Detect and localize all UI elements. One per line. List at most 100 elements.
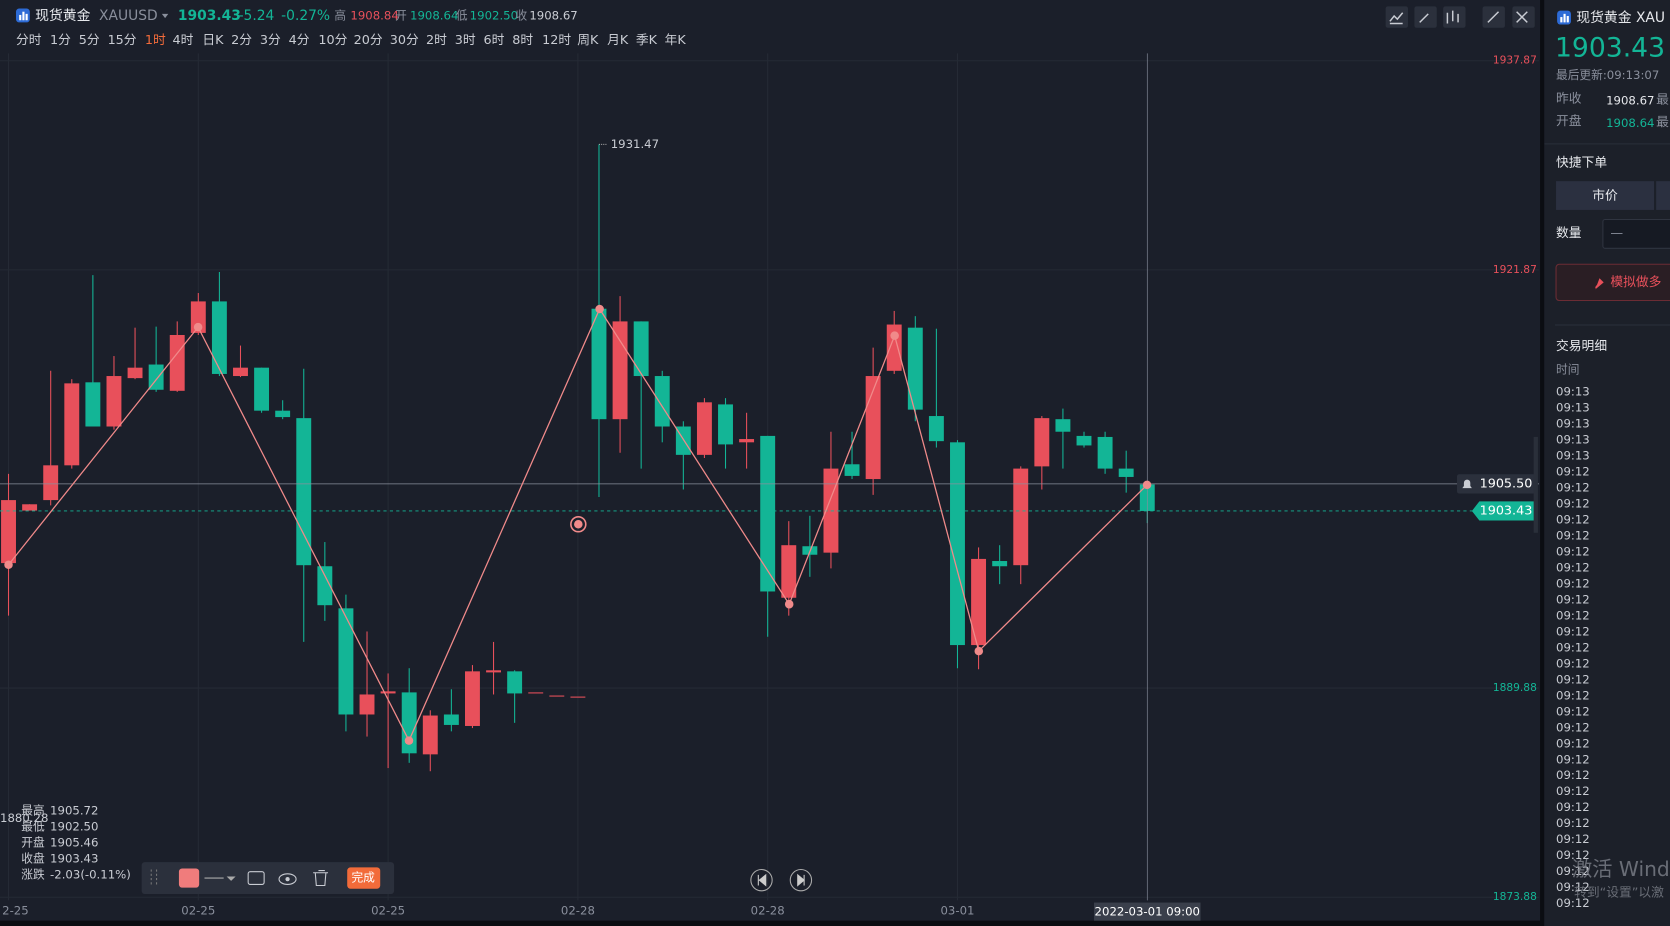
timeframe[interactable]: 日K	[202, 33, 224, 48]
candle-body	[22, 504, 38, 511]
trade-time: 09:12	[1556, 497, 1590, 511]
time-header: 时间	[1556, 362, 1579, 376]
timeframe[interactable]: 4分	[289, 33, 310, 48]
side-name: 现货黄金 XAU	[1576, 9, 1665, 26]
zigzag-drawing[interactable]	[4, 304, 1152, 745]
candle-body	[422, 715, 438, 755]
timeframe[interactable]: 12时	[542, 33, 571, 48]
qty-value[interactable]: —	[1610, 226, 1623, 241]
eye-button[interactable]	[278, 873, 297, 885]
candle-body	[1013, 468, 1029, 566]
icon-button[interactable]	[1443, 6, 1466, 28]
candle-body	[1118, 468, 1134, 477]
trade-time: 09:13	[1556, 433, 1590, 447]
timeframe[interactable]: 10分	[318, 33, 347, 48]
candle-body	[971, 558, 987, 646]
timeframe[interactable]: 30分	[390, 33, 419, 48]
timeframe[interactable]: 1时	[145, 33, 166, 48]
candle-body	[106, 376, 122, 427]
symbol-name[interactable]: 现货黄金	[35, 7, 90, 24]
trade-time: 09:12	[1556, 816, 1590, 830]
trade-time: 09:12	[1556, 800, 1590, 814]
buy-label[interactable]: 模拟做多	[1610, 275, 1661, 290]
done-button[interactable]	[347, 867, 381, 889]
timeframe[interactable]: 年K	[665, 33, 687, 48]
timeframe[interactable]: 6时	[484, 33, 505, 48]
candle-body	[865, 376, 881, 480]
sidebar: 现货黄金 XAU 1903.43 最后更新:09:13:07 昨收 1908.6…	[1544, 9, 1670, 910]
qty-input[interactable]	[1602, 218, 1670, 249]
x-tick-label: 02-28	[561, 904, 595, 918]
timeframe[interactable]: 季K	[636, 33, 658, 48]
timeframe[interactable]: 5分	[79, 33, 100, 48]
section-title: 交易明细	[1556, 338, 1607, 354]
trade-time: 09:12	[1556, 704, 1590, 718]
candle-body	[338, 608, 354, 715]
candle-body	[233, 367, 248, 377]
candle-body	[549, 695, 565, 697]
trade-time: 09:12	[1556, 481, 1590, 495]
candle-body	[928, 416, 944, 442]
symbol-code[interactable]: XAUUSD	[99, 8, 158, 24]
symbol-icon	[15, 8, 30, 23]
dropdown-arrow[interactable]	[161, 13, 169, 19]
alert-tag	[1456, 474, 1536, 494]
limit-tab[interactable]	[1656, 181, 1670, 210]
timeframe[interactable]: 分时	[16, 33, 42, 48]
line-style[interactable]	[204, 876, 236, 881]
candle-body	[1055, 419, 1071, 432]
section-title: 快捷下单	[1556, 156, 1607, 171]
sidebar-bg	[1544, 0, 1670, 926]
done-label[interactable]: 完成	[351, 871, 375, 885]
market-label[interactable]: 市价	[1592, 188, 1618, 204]
timeframe[interactable]: 3时	[455, 33, 476, 48]
candle-body	[380, 691, 396, 694]
delete-button[interactable]	[313, 870, 329, 887]
ohlc-info: 最高 1905.72 最低 1902.50 开盘 1905.46 收盘 1903.43 …	[21, 803, 131, 881]
prev-button[interactable]	[750, 868, 773, 892]
trade-time: 09:12	[1556, 832, 1590, 846]
timeframe[interactable]: 4时	[173, 33, 194, 48]
price-tag-label: 1903.43	[1480, 503, 1533, 518]
change: -5.24	[239, 8, 275, 24]
x-tick-label: 02-28	[751, 904, 785, 918]
bell-icon	[1462, 479, 1472, 489]
lock-button[interactable]	[247, 871, 265, 885]
trade-time: 09:12	[1556, 608, 1590, 622]
candle-body	[359, 694, 375, 715]
close-button[interactable]	[1512, 6, 1535, 28]
candle-body	[507, 671, 523, 694]
trade-time: 09:12	[1556, 544, 1590, 558]
icon-button[interactable]	[1385, 6, 1408, 28]
trade-time: 09:12	[1556, 528, 1590, 542]
market-tab[interactable]	[1556, 181, 1655, 210]
side-icon	[1557, 10, 1571, 25]
trade-time: 09:12	[1556, 560, 1590, 574]
timeframe[interactable]: 3分	[260, 33, 281, 48]
trade-time: 09:12	[1556, 592, 1590, 606]
color-button[interactable]	[178, 868, 200, 888]
high-label: 高	[334, 8, 346, 22]
candle-body	[211, 301, 227, 374]
left-price: 1880.28	[0, 811, 48, 825]
candle-body	[781, 545, 797, 598]
candle-body	[696, 402, 712, 455]
timeframe[interactable]: 20分	[354, 33, 383, 48]
y-tick-label: 1937.87	[1493, 54, 1537, 67]
candle-body	[1034, 418, 1050, 467]
candle-body	[570, 696, 586, 698]
next-button[interactable]	[789, 868, 813, 892]
trade-times: 09:1309:1309:1309:1309:1309:1209:1209:12…	[1556, 385, 1590, 910]
timeframe[interactable]: 1分	[50, 33, 71, 48]
timeframe[interactable]: 15分	[108, 33, 137, 48]
timeframe[interactable]: 2时	[426, 33, 447, 48]
trade-time: 09:12	[1556, 752, 1590, 766]
timeframe[interactable]: 2分	[231, 33, 252, 48]
candle-body	[654, 376, 670, 427]
timeframe[interactable]: 周K	[577, 33, 599, 48]
buy-button[interactable]	[1555, 263, 1670, 302]
timeframe[interactable]: 8时	[512, 33, 533, 48]
candle-body	[739, 439, 755, 443]
timeframe[interactable]: 月K	[607, 33, 629, 48]
candle-body	[275, 410, 291, 418]
